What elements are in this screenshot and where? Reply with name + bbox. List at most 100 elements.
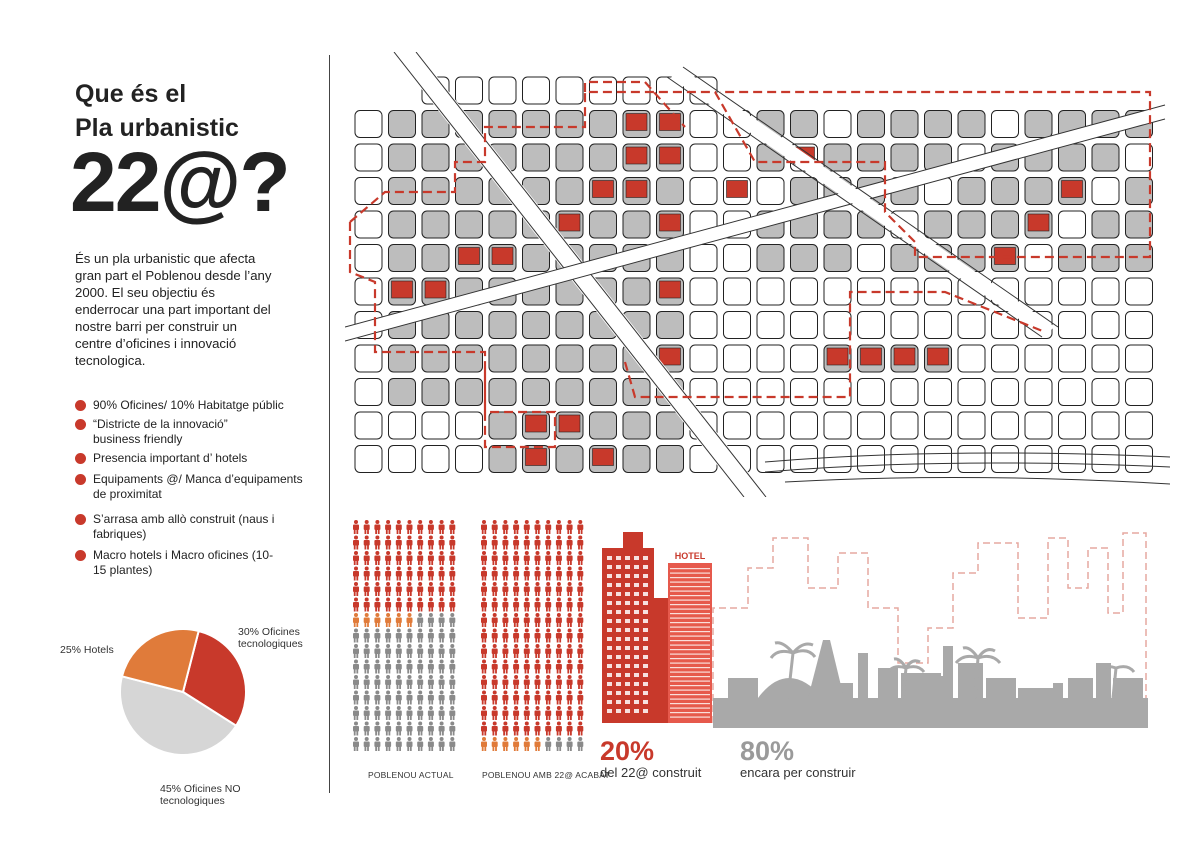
person-icon xyxy=(555,690,562,705)
tower-window xyxy=(643,637,648,641)
tower-window xyxy=(643,682,648,686)
person-icon xyxy=(491,721,498,736)
built-percentage: 20% xyxy=(600,736,655,766)
person-icon xyxy=(545,675,552,689)
pie-slice-offices-non-tech xyxy=(119,675,238,756)
city-block xyxy=(1058,445,1086,473)
person-icon xyxy=(513,675,520,689)
tower-window-stripe xyxy=(670,608,710,610)
red-dot-icon xyxy=(75,400,86,411)
person-icon xyxy=(406,551,413,565)
city-block xyxy=(1125,210,1153,239)
person-icon xyxy=(427,566,434,581)
person-icon xyxy=(523,659,530,674)
tower-window xyxy=(607,646,612,650)
affected-plot xyxy=(659,347,681,366)
affected-plot xyxy=(659,213,681,232)
person-icon xyxy=(502,582,509,596)
person-icon xyxy=(491,644,498,658)
person-icon xyxy=(449,675,456,689)
city-block xyxy=(890,445,919,473)
person-icon xyxy=(502,690,509,705)
city-block xyxy=(354,110,383,138)
city-block xyxy=(957,311,986,339)
city-block xyxy=(388,110,416,138)
affected-plot xyxy=(1061,180,1083,198)
person-icon xyxy=(406,535,413,550)
person-icon xyxy=(385,706,392,720)
tower-window-stripe xyxy=(670,622,710,624)
city-block xyxy=(1024,110,1053,138)
intro-paragraph: És un pla urbanistic que afecta gran par… xyxy=(75,251,272,368)
city-block xyxy=(1125,411,1153,440)
tower-window-stripe xyxy=(670,685,710,687)
city-block xyxy=(1125,143,1153,172)
city-block xyxy=(622,277,651,306)
person-icon xyxy=(427,675,434,689)
person-icon xyxy=(534,628,541,643)
person-icon xyxy=(438,613,445,627)
person-icon xyxy=(363,644,370,658)
person-icon xyxy=(363,520,370,534)
tower-window xyxy=(616,601,621,605)
person-icon xyxy=(417,582,424,596)
person-icon xyxy=(385,551,392,565)
tower-window xyxy=(634,583,639,587)
person-icon xyxy=(545,613,552,627)
person-icon xyxy=(363,613,370,627)
person-icon xyxy=(353,659,359,674)
person-icon xyxy=(491,551,498,565)
city-block xyxy=(555,445,584,473)
city-block xyxy=(388,344,416,373)
red-dot-icon xyxy=(75,453,86,464)
tower-window xyxy=(625,709,630,713)
city-block xyxy=(723,244,751,272)
person-icon xyxy=(523,597,530,612)
city-block xyxy=(924,378,952,406)
person-icon xyxy=(374,628,381,643)
person-icon xyxy=(491,613,498,627)
person-icon xyxy=(534,520,541,534)
district-boundary xyxy=(348,80,1152,449)
tower-window-stripe xyxy=(670,653,710,655)
person-icon xyxy=(374,675,381,689)
person-icon xyxy=(502,597,509,612)
tower-window xyxy=(634,682,639,686)
affected-plot xyxy=(592,180,614,198)
city-block xyxy=(1125,244,1153,272)
person-icon xyxy=(502,659,509,674)
city-block xyxy=(354,445,383,473)
tower-window xyxy=(625,700,630,704)
city-block xyxy=(991,344,1019,373)
tower-window xyxy=(607,565,612,569)
tower-window xyxy=(607,610,612,614)
person-icon xyxy=(545,628,552,643)
affected-plot xyxy=(726,180,748,198)
person-icon xyxy=(534,582,541,596)
city-block xyxy=(790,344,818,373)
person-icon xyxy=(395,613,402,627)
person-icon xyxy=(363,706,370,720)
tower-window xyxy=(616,583,621,587)
city-block xyxy=(890,244,919,272)
person-icon xyxy=(449,628,456,643)
city-block xyxy=(1091,311,1120,339)
city-block xyxy=(1024,277,1053,306)
person-icon xyxy=(438,551,445,565)
tower-window xyxy=(607,709,612,713)
person-icon xyxy=(534,721,541,736)
city-block xyxy=(589,110,617,138)
city-block xyxy=(656,445,684,473)
person-icon xyxy=(534,566,541,581)
bullet-item: “Districte de la innovació” business fri… xyxy=(75,417,310,447)
person-icon xyxy=(502,706,509,720)
tower-window-stripe xyxy=(670,649,710,651)
city-block xyxy=(1125,445,1153,473)
city-block xyxy=(689,110,718,138)
title-22at: 22@? xyxy=(70,135,291,229)
person-icon xyxy=(374,659,381,674)
city-block xyxy=(354,244,383,272)
tower-window xyxy=(634,673,639,677)
people-pictogram xyxy=(353,520,584,751)
person-icon xyxy=(385,690,392,705)
